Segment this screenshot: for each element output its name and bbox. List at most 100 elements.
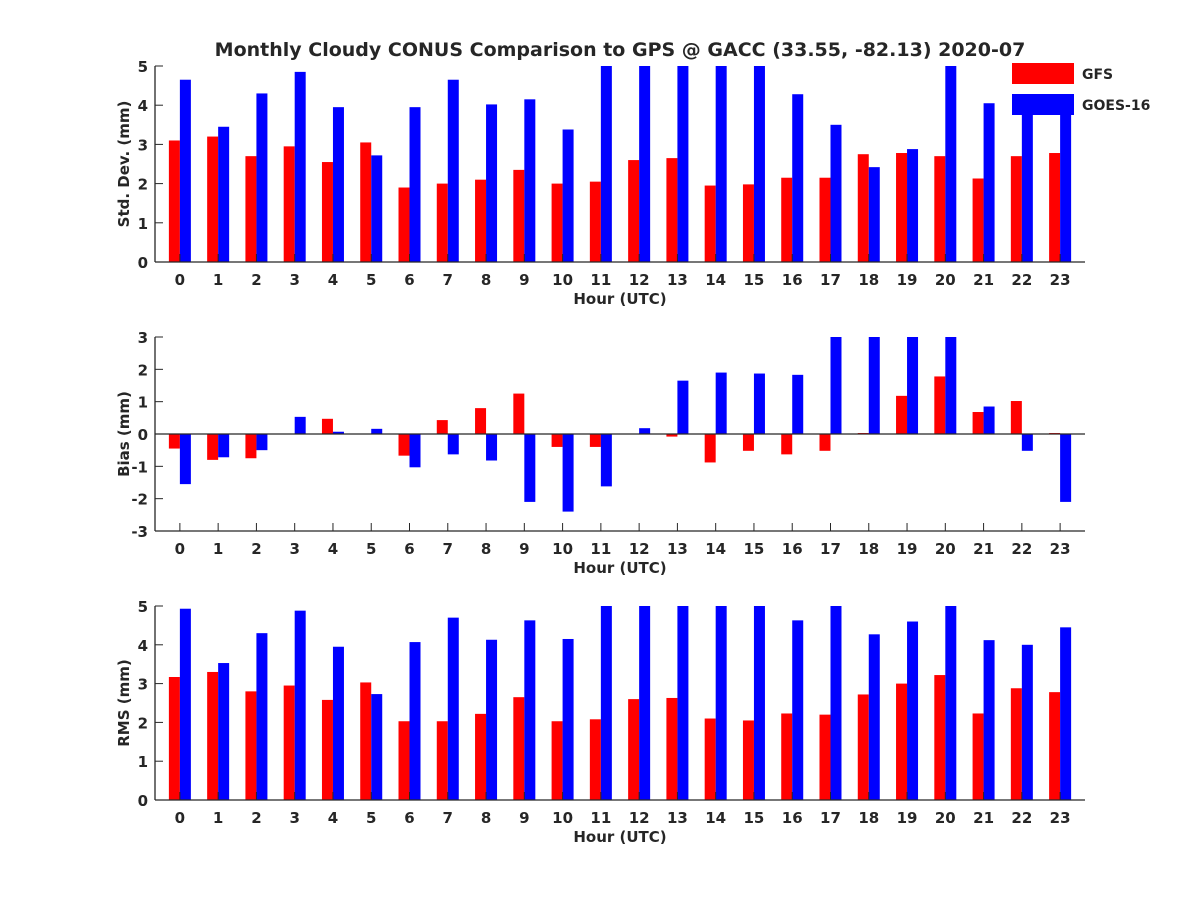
bar-goes-16-hour-19 — [907, 621, 919, 800]
bar-goes-16-hour-0 — [179, 79, 191, 262]
x-tick-label: 20 — [935, 271, 956, 289]
y-tick-label: 0 — [138, 792, 148, 810]
y-tick-label: 1 — [138, 394, 148, 412]
x-tick-label: 20 — [935, 809, 956, 827]
bar-goes-16-hour-11 — [600, 66, 612, 262]
bar-goes-16-hour-12 — [639, 66, 651, 262]
bar-goes-16-hour-22 — [1021, 644, 1033, 800]
x-tick-label: 9 — [519, 809, 529, 827]
x-axis-label: Hour (UTC) — [573, 828, 666, 846]
x-tick-label: 15 — [744, 809, 765, 827]
x-tick-label: 10 — [552, 271, 573, 289]
y-tick-label: 5 — [138, 598, 148, 616]
bar-gfs-hour-19 — [896, 153, 908, 262]
bar-gfs-hour-15 — [742, 184, 754, 262]
bar-goes-16-hour-21 — [983, 640, 995, 800]
bar-goes-16-hour-18 — [868, 337, 880, 434]
x-tick-label: 18 — [858, 809, 879, 827]
x-tick-label: 19 — [897, 809, 918, 827]
bar-gfs-hour-13 — [666, 434, 678, 437]
x-tick-label: 12 — [629, 271, 650, 289]
x-tick-label: 21 — [973, 540, 994, 558]
x-tick-label: 0 — [175, 540, 185, 558]
x-tick-label: 17 — [820, 809, 841, 827]
bar-goes-16-hour-15 — [753, 606, 765, 800]
bar-goes-16-hour-14 — [715, 606, 727, 800]
x-tick-label: 14 — [705, 540, 726, 558]
bar-goes-16-hour-21 — [983, 406, 995, 434]
bar-goes-16-hour-11 — [600, 606, 612, 800]
bar-gfs-hour-19 — [896, 395, 908, 434]
bar-gfs-hour-22 — [1010, 156, 1022, 262]
bar-goes-16-hour-5 — [371, 694, 383, 800]
bar-gfs-hour-4 — [321, 418, 333, 434]
x-axis-label: Hour (UTC) — [573, 559, 666, 577]
bar-goes-16-hour-16 — [792, 94, 804, 262]
x-tick-label: 8 — [481, 271, 491, 289]
bar-gfs-hour-12 — [628, 699, 640, 800]
bar-gfs-hour-20 — [934, 675, 946, 800]
x-tick-label: 12 — [629, 540, 650, 558]
x-tick-label: 11 — [590, 809, 611, 827]
x-tick-label: 23 — [1050, 540, 1071, 558]
bar-gfs-hour-6 — [398, 721, 410, 800]
bar-gfs-hour-9 — [513, 697, 525, 800]
x-tick-label: 8 — [481, 540, 491, 558]
x-tick-label: 6 — [404, 809, 414, 827]
bar-goes-16-hour-4 — [332, 431, 344, 434]
bar-gfs-hour-17 — [819, 434, 831, 451]
bar-gfs-hour-14 — [704, 718, 716, 800]
bar-goes-16-hour-23 — [1060, 627, 1072, 800]
bar-gfs-hour-14 — [704, 185, 716, 262]
bar-gfs-hour-10 — [551, 434, 563, 447]
y-tick-label: 1 — [138, 215, 148, 233]
bar-gfs-hour-0 — [168, 434, 180, 449]
bar-gfs-hour-21 — [972, 178, 984, 262]
bar-gfs-hour-2 — [245, 691, 257, 800]
x-tick-label: 15 — [744, 540, 765, 558]
bar-goes-16-hour-11 — [600, 434, 612, 487]
bar-gfs-hour-1 — [207, 136, 219, 262]
bar-goes-16-hour-20 — [945, 337, 957, 434]
legend-swatch-goes-16 — [1012, 94, 1074, 115]
x-tick-label: 23 — [1050, 271, 1071, 289]
bar-goes-16-hour-5 — [371, 428, 383, 434]
bar-goes-16-hour-23 — [1060, 434, 1072, 502]
x-tick-label: 16 — [782, 271, 803, 289]
bar-goes-16-hour-3 — [294, 610, 306, 800]
y-tick-label: 0 — [138, 426, 148, 444]
x-tick-label: 13 — [667, 809, 688, 827]
bar-gfs-hour-18 — [857, 154, 869, 262]
bar-goes-16-hour-8 — [486, 104, 498, 262]
y-axis-label: Bias (mm) — [115, 391, 133, 477]
bar-goes-16-hour-6 — [409, 642, 421, 800]
x-tick-label: 17 — [820, 271, 841, 289]
bar-gfs-hour-3 — [283, 146, 295, 262]
x-tick-label: 17 — [820, 540, 841, 558]
bar-goes-16-hour-7 — [447, 617, 459, 800]
x-tick-label: 11 — [590, 271, 611, 289]
bar-gfs-hour-11 — [589, 434, 601, 447]
bar-goes-16-hour-3 — [294, 71, 306, 262]
bar-goes-16-hour-5 — [371, 155, 383, 262]
bar-gfs-hour-1 — [207, 434, 219, 460]
bar-gfs-hour-2 — [245, 156, 257, 262]
x-tick-label: 22 — [1011, 809, 1032, 827]
x-tick-label: 5 — [366, 809, 376, 827]
bar-goes-16-hour-4 — [332, 107, 344, 262]
y-tick-label: 5 — [138, 58, 148, 76]
bar-goes-16-hour-15 — [753, 66, 765, 262]
bar-gfs-hour-16 — [781, 177, 793, 262]
bar-gfs-hour-13 — [666, 697, 678, 800]
x-tick-label: 14 — [705, 271, 726, 289]
bar-gfs-hour-8 — [475, 408, 487, 434]
x-tick-label: 20 — [935, 540, 956, 558]
y-tick-label: -3 — [131, 523, 148, 541]
bar-gfs-hour-9 — [513, 393, 525, 434]
bar-gfs-hour-14 — [704, 434, 716, 463]
bar-goes-16-hour-12 — [639, 428, 651, 434]
bar-gfs-hour-0 — [168, 677, 180, 800]
